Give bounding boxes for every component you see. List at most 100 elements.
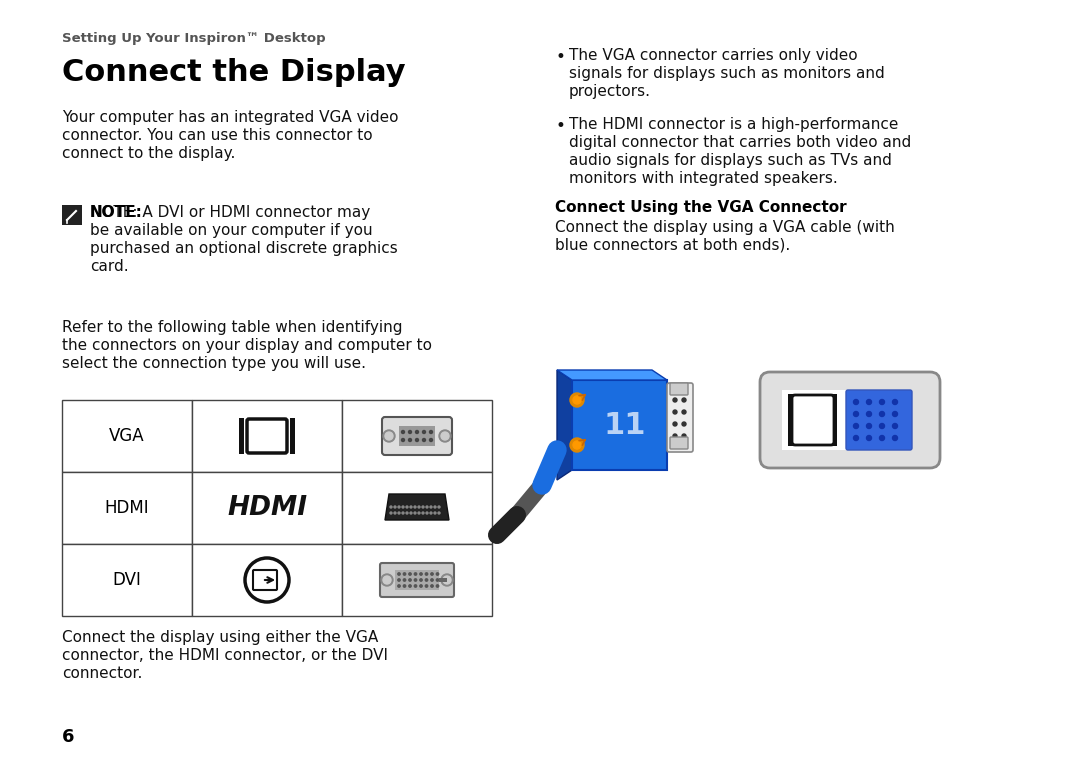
Circle shape [853, 411, 859, 417]
Circle shape [673, 434, 677, 438]
Circle shape [431, 584, 433, 588]
Polygon shape [557, 370, 572, 480]
Circle shape [414, 506, 416, 508]
Circle shape [402, 430, 405, 434]
Circle shape [418, 512, 420, 514]
Circle shape [866, 424, 872, 428]
Text: card.: card. [90, 259, 129, 274]
Bar [192, 400, 342, 472]
Text: The VGA connector carries only video: The VGA connector carries only video [569, 48, 858, 63]
Circle shape [408, 430, 411, 434]
Bar [62, 472, 192, 544]
Bar [832, 394, 837, 446]
Text: connector. You can use this connector to: connector. You can use this connector to [62, 128, 373, 143]
Text: connect to the display.: connect to the display. [62, 146, 235, 161]
Circle shape [681, 422, 686, 426]
Circle shape [853, 436, 859, 440]
Text: purchased an optional discrete graphics: purchased an optional discrete graphics [90, 241, 397, 256]
Text: DVI: DVI [112, 571, 141, 589]
Circle shape [673, 410, 677, 414]
Text: HDMI: HDMI [227, 495, 307, 521]
Circle shape [399, 512, 400, 514]
Text: monitors with integrated speakers.: monitors with integrated speakers. [569, 171, 838, 186]
Circle shape [438, 506, 440, 508]
Bar [192, 544, 342, 616]
Text: 6: 6 [62, 728, 75, 746]
Circle shape [403, 584, 406, 588]
Bar [342, 472, 492, 544]
Circle shape [430, 506, 432, 508]
Text: digital connector that carries both video and: digital connector that carries both vide… [569, 135, 912, 150]
Circle shape [384, 432, 393, 440]
Bar [438, 578, 447, 582]
Circle shape [436, 573, 438, 575]
Circle shape [426, 512, 428, 514]
FancyBboxPatch shape [253, 570, 276, 590]
Circle shape [415, 579, 417, 581]
Circle shape [570, 438, 584, 452]
Text: Refer to the following table when identifying: Refer to the following table when identi… [62, 320, 403, 335]
Bar [782, 390, 846, 450]
Text: select the connection type you will use.: select the connection type you will use. [62, 356, 366, 371]
Circle shape [422, 506, 424, 508]
FancyBboxPatch shape [846, 390, 912, 450]
Circle shape [434, 512, 436, 514]
Circle shape [879, 400, 885, 404]
Circle shape [570, 393, 584, 407]
FancyBboxPatch shape [382, 417, 453, 455]
FancyBboxPatch shape [380, 563, 454, 597]
FancyBboxPatch shape [670, 437, 688, 449]
Circle shape [438, 512, 440, 514]
Circle shape [573, 396, 581, 404]
Circle shape [394, 512, 396, 514]
Circle shape [390, 512, 392, 514]
Text: Connect the Display: Connect the Display [62, 58, 406, 87]
Text: Your computer has an integrated VGA video: Your computer has an integrated VGA vide… [62, 110, 399, 125]
Circle shape [402, 512, 404, 514]
Circle shape [436, 584, 438, 588]
Circle shape [403, 573, 406, 575]
Circle shape [436, 579, 438, 581]
Circle shape [431, 579, 433, 581]
Circle shape [866, 436, 872, 440]
Circle shape [420, 584, 422, 588]
Circle shape [410, 506, 411, 508]
Circle shape [879, 436, 885, 440]
Circle shape [681, 410, 686, 414]
Circle shape [434, 506, 436, 508]
Circle shape [410, 512, 411, 514]
Circle shape [892, 400, 897, 404]
Circle shape [673, 422, 677, 426]
Circle shape [383, 576, 391, 584]
Circle shape [879, 411, 885, 417]
Circle shape [402, 438, 405, 441]
Bar [788, 394, 793, 446]
Circle shape [418, 506, 420, 508]
Circle shape [441, 432, 449, 440]
Circle shape [430, 438, 432, 441]
Circle shape [409, 573, 411, 575]
Text: Connect the display using a VGA cable (with: Connect the display using a VGA cable (w… [555, 220, 894, 235]
Circle shape [422, 512, 424, 514]
Circle shape [866, 400, 872, 404]
Circle shape [431, 573, 433, 575]
Text: 11: 11 [604, 411, 646, 440]
FancyBboxPatch shape [760, 372, 940, 468]
Text: •: • [555, 117, 565, 135]
Circle shape [415, 584, 417, 588]
Circle shape [853, 424, 859, 428]
Circle shape [430, 512, 432, 514]
Bar [192, 472, 342, 544]
Bar [62, 544, 192, 616]
Text: HDMI: HDMI [105, 499, 149, 517]
Circle shape [383, 430, 395, 442]
Circle shape [420, 573, 422, 575]
Circle shape [441, 574, 453, 586]
Bar [342, 400, 492, 472]
Circle shape [381, 574, 393, 586]
Circle shape [853, 400, 859, 404]
Text: NOTE:: NOTE: [90, 205, 143, 220]
Bar [291, 418, 295, 454]
FancyBboxPatch shape [792, 395, 834, 445]
Bar [239, 418, 244, 454]
